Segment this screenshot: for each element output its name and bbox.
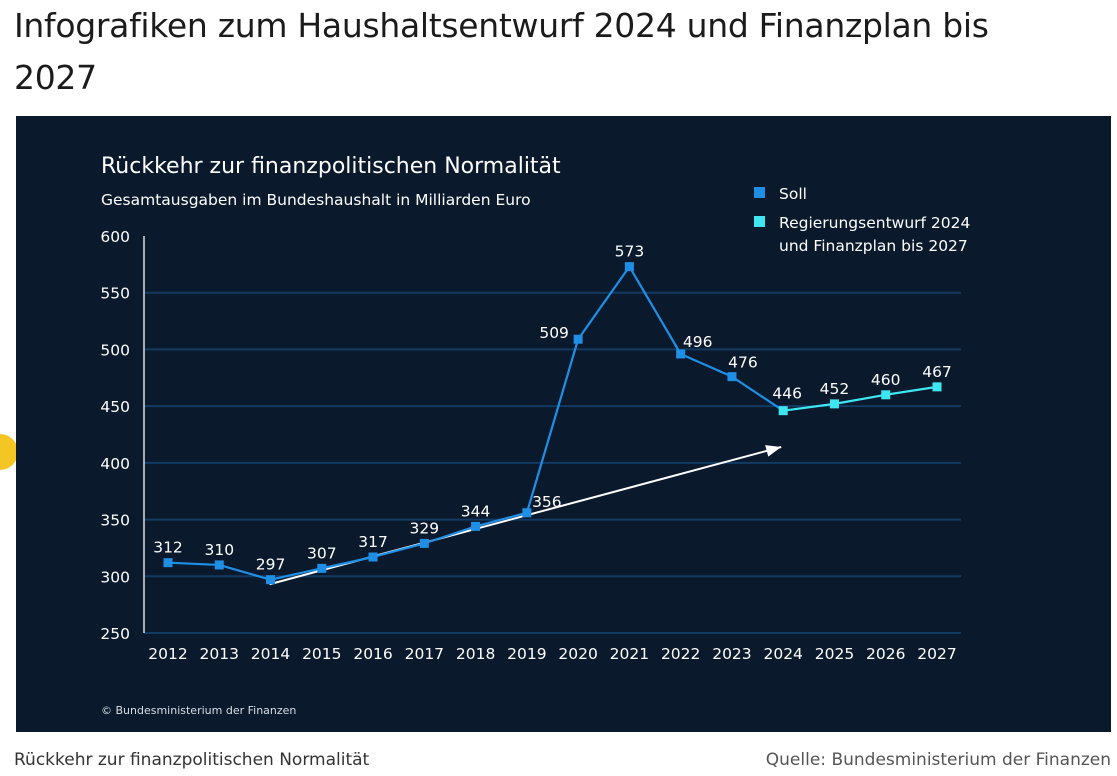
data-point-2025 [829, 399, 839, 409]
caption-title: Rückkehr zur finanzpolitischen Normalitä… [14, 750, 370, 770]
y-tick-label-550: 550 [100, 285, 130, 303]
x-tick-label-2024: 2024 [763, 645, 802, 663]
x-tick-label-2016: 2016 [353, 645, 392, 663]
data-labels: 312 310 297 307 317 329 344 356 509 573 496 476 446 4… [153, 243, 952, 574]
legend-label-2-1: Regierungsentwurf 2024 [779, 214, 970, 232]
data-point-2019 [522, 508, 532, 518]
data-point-2012 [163, 558, 173, 568]
caption-source-label: Quelle: [765, 750, 827, 770]
data-label-2013: 310 [204, 541, 234, 559]
x-tick-label-2017: 2017 [405, 645, 444, 663]
data-point-2022 [676, 349, 686, 359]
caption-source-name: Bundesministerium der Finanzen [831, 750, 1111, 770]
series-line-1 [167, 265, 784, 581]
x-tick-label-2022: 2022 [661, 645, 700, 663]
x-tick-label-2012: 2012 [148, 645, 187, 663]
legend-swatch-1 [754, 187, 765, 198]
x-tick-label-2023: 2023 [712, 645, 751, 663]
chart-subtitle: Gesamtausgaben im Bundeshaushalt in Mill… [101, 191, 531, 209]
x-tick-label-2013: 2013 [200, 645, 239, 663]
data-point-2024 [778, 406, 788, 416]
x-tick-labels: 2012 2013 2014 2015 2016 2017 2018 2019 2020 2021… [148, 645, 956, 663]
series-lines [167, 265, 938, 581]
x-tick-label-2015: 2015 [302, 645, 341, 663]
chart-copyright: © Bundesministerium der Finanzen [101, 704, 296, 717]
legend: Soll Regierungsentwurf 2024 und Finanzplan… [754, 185, 970, 255]
data-point-2021 [624, 262, 634, 272]
legend-swatch-2 [754, 216, 765, 227]
y-tick-label-600: 600 [100, 228, 130, 246]
data-point-2023 [727, 372, 737, 382]
x-tick-label-2021: 2021 [610, 645, 649, 663]
y-tick-label-300: 300 [100, 568, 130, 586]
page-heading: Infografiken zum Haushaltsentwurf 2024 u… [14, 6, 989, 97]
data-point-2020 [573, 334, 583, 344]
x-tick-label-2014: 2014 [251, 645, 290, 663]
trend-arrow-head [765, 445, 782, 457]
x-tick-label-2020: 2020 [558, 645, 597, 663]
data-label-2018: 344 [461, 502, 491, 520]
data-label-2027: 467 [922, 363, 952, 381]
y-tick-labels: 250 300 350 400 450 500 550 600 [100, 228, 130, 643]
data-label-2015: 307 [307, 544, 337, 562]
data-label-2025: 452 [820, 380, 850, 398]
x-tick-label-2018: 2018 [456, 645, 495, 663]
data-point-2014 [266, 575, 276, 585]
caption-source: Quelle: Bundesministerium der Finanzen [766, 750, 1111, 770]
data-label-2023: 476 [728, 354, 758, 372]
data-label-2016: 317 [358, 533, 388, 551]
series-line-2 [783, 385, 938, 412]
data-label-2019: 356 [532, 493, 562, 511]
grid-lines [144, 291, 961, 634]
data-point-2015 [317, 563, 327, 573]
legend-label-1-1: Soll [779, 185, 807, 203]
x-tick-label-2025: 2025 [815, 645, 854, 663]
y-tick-label-400: 400 [100, 455, 130, 473]
y-tick-label-500: 500 [100, 341, 130, 359]
x-tick-label-2026: 2026 [866, 645, 905, 663]
x-tick-label-2019: 2019 [507, 645, 546, 663]
chart-title: Rückkehr zur finanzpolitischen Normalitä… [101, 154, 561, 179]
data-label-2021: 573 [615, 243, 645, 261]
data-label-2020: 509 [539, 324, 569, 342]
data-label-2022: 496 [683, 333, 713, 351]
chart-panel: 250 300 350 400 450 500 550 600 2012 2013 2014 201… [16, 116, 1111, 732]
y-tick-label-350: 350 [100, 512, 130, 530]
data-point-2026 [881, 390, 891, 400]
data-point-2016 [368, 552, 378, 562]
data-label-2017: 329 [410, 519, 440, 537]
data-point-2013 [214, 560, 224, 570]
legend-label-2-2: und Finanzplan bis 2027 [779, 237, 968, 255]
y-tick-label-450: 450 [100, 398, 130, 416]
y-tick-label-250: 250 [100, 625, 130, 643]
data-label-2024: 446 [772, 385, 802, 403]
data-point-2017 [419, 538, 429, 548]
side-decoration-dot [0, 434, 18, 470]
data-label-2026: 460 [871, 371, 901, 389]
series-points [163, 262, 942, 585]
data-label-2014: 297 [256, 556, 286, 574]
caption-row: Rückkehr zur finanzpolitischen Normalitä… [14, 750, 1114, 776]
data-point-2018 [471, 521, 481, 531]
data-point-2027 [932, 382, 942, 392]
data-label-2012: 312 [153, 539, 183, 557]
x-tick-label-2027: 2027 [917, 645, 956, 663]
